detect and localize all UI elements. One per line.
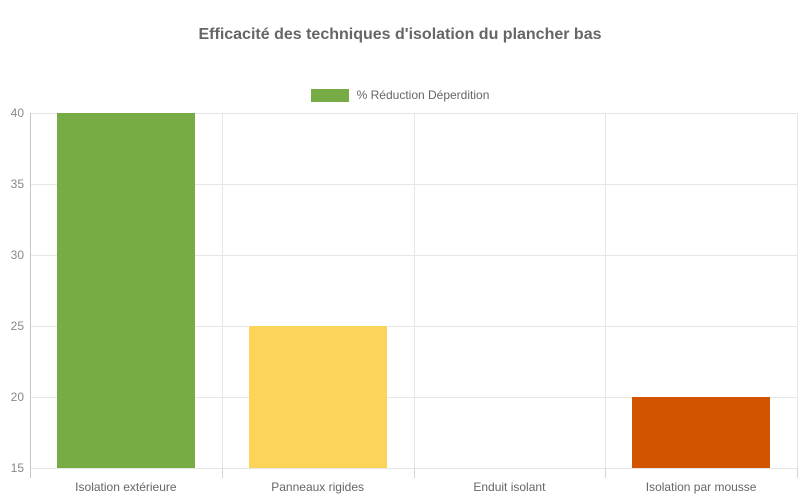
x-category-label: Isolation par mousse bbox=[645, 480, 757, 494]
legend-swatch bbox=[310, 88, 349, 102]
y-tick-label: 40 bbox=[10, 106, 24, 120]
y-tick-label: 25 bbox=[10, 319, 24, 333]
x-category-label: Enduit isolant bbox=[473, 480, 546, 494]
legend-label: % Réduction Déperdition bbox=[356, 88, 490, 102]
chart-title: Efficacité des techniques d'isolation du… bbox=[198, 26, 602, 43]
x-axis-tick bbox=[605, 468, 607, 478]
x-axis-tick bbox=[797, 468, 798, 478]
y-tick-label: 15 bbox=[10, 461, 24, 475]
legend[interactable]: % Réduction Déperdition bbox=[0, 88, 800, 102]
y-axis-line bbox=[30, 113, 31, 478]
x-gridline bbox=[413, 113, 415, 468]
x-gridline bbox=[605, 113, 607, 468]
plot-area: 15 20 25 30 35 40 Isolation extérieure Panneaux… bbox=[11, 106, 798, 494]
bar-0[interactable] bbox=[56, 113, 195, 468]
y-tick-label: 30 bbox=[10, 248, 24, 262]
y-tick-label: 35 bbox=[10, 177, 24, 191]
x-category-label: Isolation extérieure bbox=[75, 480, 177, 494]
x-axis-tick bbox=[221, 468, 223, 478]
y-tick-label: 20 bbox=[10, 390, 24, 404]
x-axis-tick bbox=[413, 468, 415, 478]
bar-1[interactable] bbox=[248, 326, 387, 468]
x-gridline bbox=[221, 113, 223, 468]
x-gridline bbox=[797, 113, 798, 468]
bar-3[interactable] bbox=[632, 397, 771, 468]
x-category-label: Panneaux rigides bbox=[271, 480, 364, 494]
